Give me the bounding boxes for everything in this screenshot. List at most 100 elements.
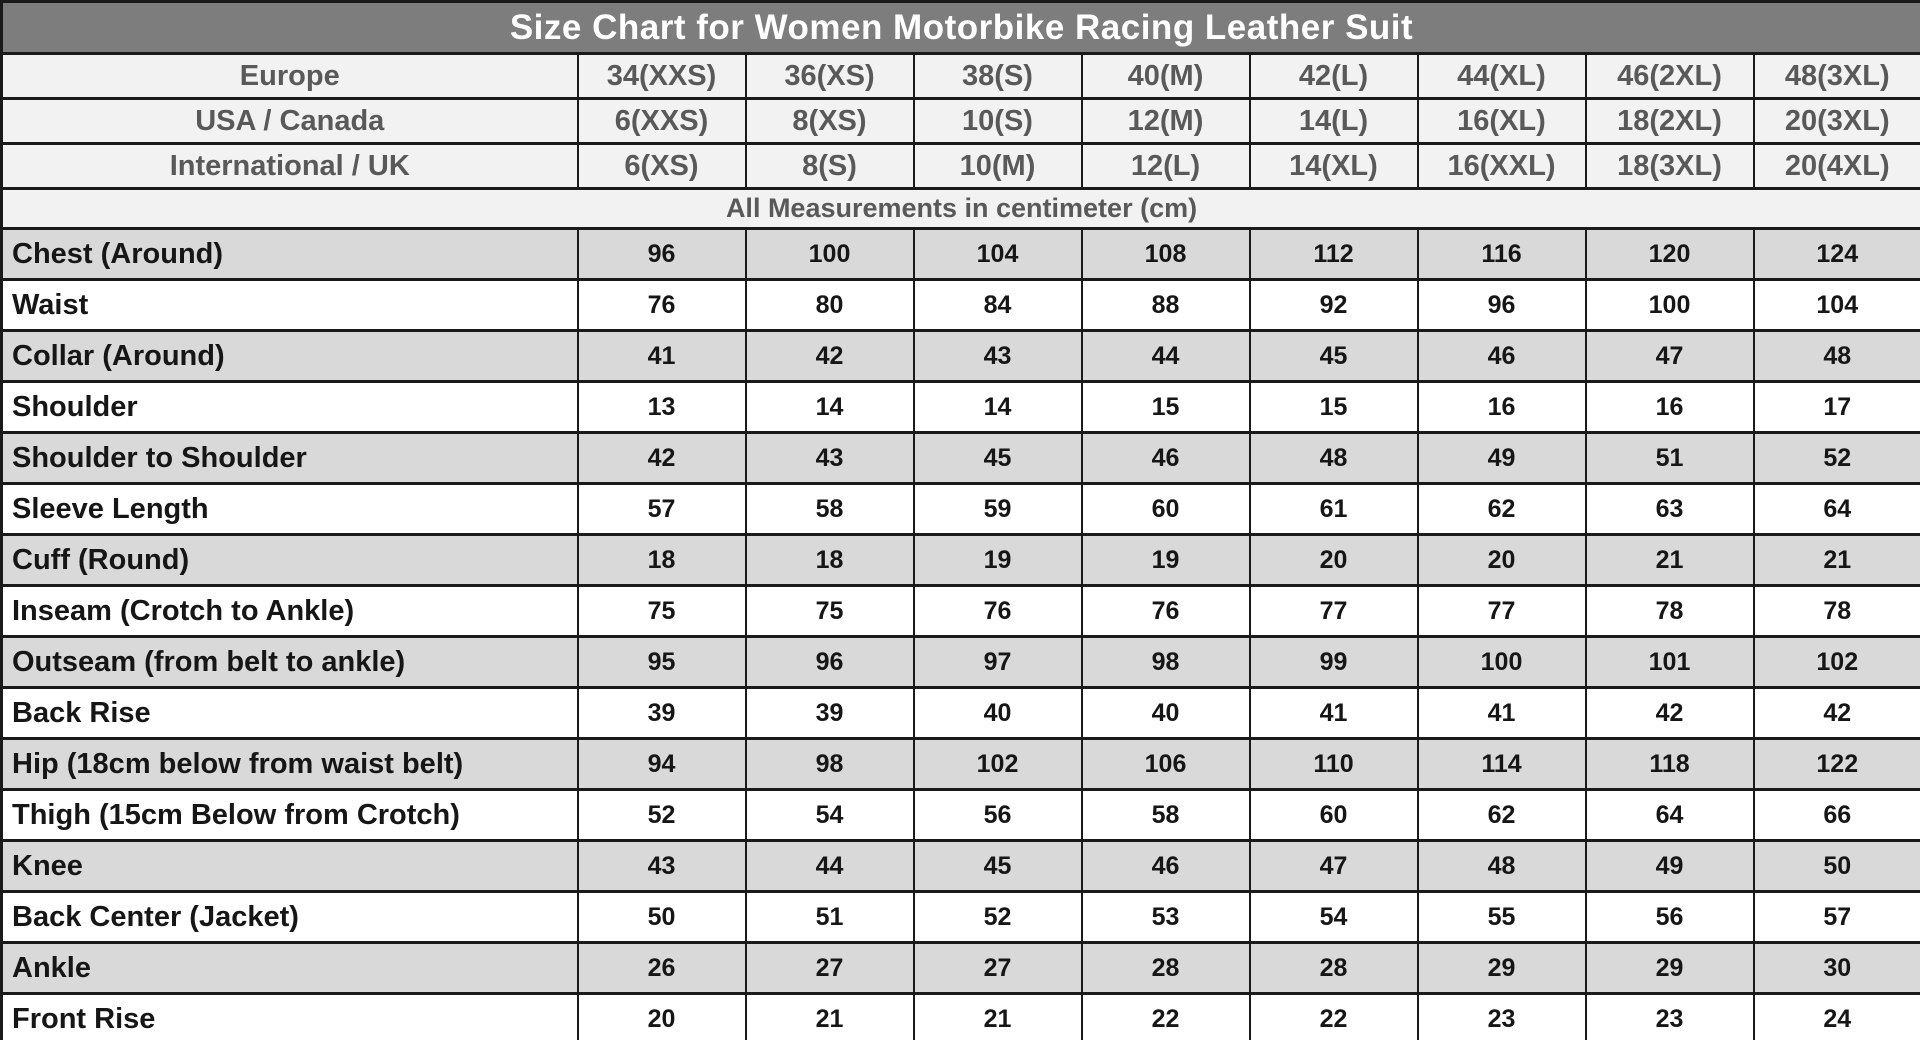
measurement-value-cell: 16 [1416,380,1587,434]
measurement-value-cell: 56 [1584,890,1755,944]
measurement-value-cell: 76 [576,278,747,332]
size-cell: 48(3XL) [1752,52,1920,100]
measurement-value-cell: 102 [1752,635,1920,689]
page-title: Size Chart for Women Motorbike Racing Le… [0,0,1920,55]
measurement-value-cell: 46 [1416,329,1587,383]
measurement-value-cell: 100 [1584,278,1755,332]
measurement-value-cell: 43 [744,431,915,485]
measurement-value-cell: 48 [1248,431,1419,485]
measurement-value-cell: 57 [1752,890,1920,944]
measurement-label: Waist [0,278,579,332]
measurement-value-cell: 41 [576,329,747,383]
size-system-label: USA / Canada [0,97,579,145]
measurement-value-cell: 29 [1416,941,1587,995]
size-cell: 20(3XL) [1752,97,1920,145]
measurement-row: Shoulder to Shoulder 42 43 45 46 48 49 51 52 [0,431,1920,485]
size-cell: 10(M) [912,142,1083,190]
measurement-value-cell: 21 [1584,533,1755,587]
measurement-value-cell: 50 [576,890,747,944]
size-system-row: Europe 34(XXS) 36(XS) 38(S) 40(M) 42(L) 44(XL)… [0,52,1920,100]
measurement-value-cell: 15 [1248,380,1419,434]
measurement-value-cell: 99 [1248,635,1419,689]
size-cell: 40(M) [1080,52,1251,100]
measurement-value-cell: 56 [912,788,1083,842]
measurement-value-cell: 51 [1584,431,1755,485]
measurement-value-cell: 60 [1248,788,1419,842]
measurement-label: Shoulder to Shoulder [0,431,579,485]
measurement-value-cell: 58 [744,482,915,536]
measurement-value-cell: 40 [912,686,1083,740]
measurement-value-cell: 52 [912,890,1083,944]
measurement-value-cell: 92 [1248,278,1419,332]
measurement-value-cell: 84 [912,278,1083,332]
size-system-row: International / UK 6(XS) 8(S) 10(M) 12(L) 14(… [0,142,1920,190]
measurement-value-cell: 23 [1584,992,1755,1040]
measurement-value-cell: 21 [744,992,915,1040]
measurement-value-cell: 62 [1416,788,1587,842]
measurement-value-cell: 104 [1752,278,1920,332]
measurement-row: Inseam (Crotch to Ankle) 75 75 76 76 77 77 78 78 [0,584,1920,638]
measurement-row: Back Center (Jacket) 50 51 52 53 54 55 56 57 [0,890,1920,944]
size-system-row: USA / Canada 6(XXS) 8(XS) 10(S) 12(M) 14(L) 16… [0,97,1920,145]
measurement-value-cell: 60 [1080,482,1251,536]
measurement-value-cell: 51 [744,890,915,944]
measurement-label: Collar (Around) [0,329,579,383]
measurement-value-cell: 42 [744,329,915,383]
measurement-value-cell: 48 [1416,839,1587,893]
measurement-value-cell: 124 [1752,227,1920,281]
measurement-value-cell: 16 [1584,380,1755,434]
size-cell: 16(XL) [1416,97,1587,145]
measurement-value-cell: 46 [1080,431,1251,485]
measurement-value-cell: 77 [1248,584,1419,638]
measurement-label: Inseam (Crotch to Ankle) [0,584,579,638]
measurement-value-cell: 19 [1080,533,1251,587]
size-cell: 12(M) [1080,97,1251,145]
measurement-value-cell: 98 [744,737,915,791]
size-cell: 36(XS) [744,52,915,100]
measurement-value-cell: 45 [1248,329,1419,383]
size-cell: 16(XXL) [1416,142,1587,190]
size-cell: 8(XS) [744,97,915,145]
measurement-label: Outseam (from belt to ankle) [0,635,579,689]
measurement-value-cell: 116 [1416,227,1587,281]
measurement-value-cell: 97 [912,635,1083,689]
measurement-value-cell: 45 [912,839,1083,893]
measurement-value-cell: 41 [1416,686,1587,740]
measurement-value-cell: 20 [1416,533,1587,587]
measurement-value-cell: 15 [1080,380,1251,434]
measurement-value-cell: 55 [1416,890,1587,944]
measurement-value-cell: 75 [744,584,915,638]
measurement-value-cell: 57 [576,482,747,536]
size-cell: 18(3XL) [1584,142,1755,190]
measurement-value-cell: 47 [1248,839,1419,893]
measurement-value-cell: 18 [744,533,915,587]
measurement-value-cell: 80 [744,278,915,332]
measurement-value-cell: 45 [912,431,1083,485]
measurement-value-cell: 122 [1752,737,1920,791]
measurement-row: Cuff (Round) 18 18 19 19 20 20 21 21 [0,533,1920,587]
measurement-value-cell: 75 [576,584,747,638]
measurement-value-cell: 44 [1080,329,1251,383]
measurement-row: Front Rise 20 21 21 22 22 23 23 24 [0,992,1920,1040]
measurement-value-cell: 49 [1584,839,1755,893]
size-cell: 14(L) [1248,97,1419,145]
measurement-value-cell: 100 [1416,635,1587,689]
measurement-unit-note: All Measurements in centimeter (cm) [0,187,1920,230]
size-cell: 6(XXS) [576,97,747,145]
measurement-value-cell: 66 [1752,788,1920,842]
measurement-value-cell: 46 [1080,839,1251,893]
measurement-value-cell: 58 [1080,788,1251,842]
measurement-value-cell: 114 [1416,737,1587,791]
measurement-value-cell: 64 [1584,788,1755,842]
measurement-value-cell: 30 [1752,941,1920,995]
measurement-value-cell: 48 [1752,329,1920,383]
measurement-value-cell: 42 [1752,686,1920,740]
measurement-value-cell: 21 [1752,533,1920,587]
measurement-value-cell: 96 [744,635,915,689]
measurement-row: Back Rise 39 39 40 40 41 41 42 42 [0,686,1920,740]
measurement-label: Shoulder [0,380,579,434]
size-cell: 10(S) [912,97,1083,145]
measurement-value-cell: 22 [1248,992,1419,1040]
measurement-row: Shoulder 13 14 14 15 15 16 16 17 [0,380,1920,434]
